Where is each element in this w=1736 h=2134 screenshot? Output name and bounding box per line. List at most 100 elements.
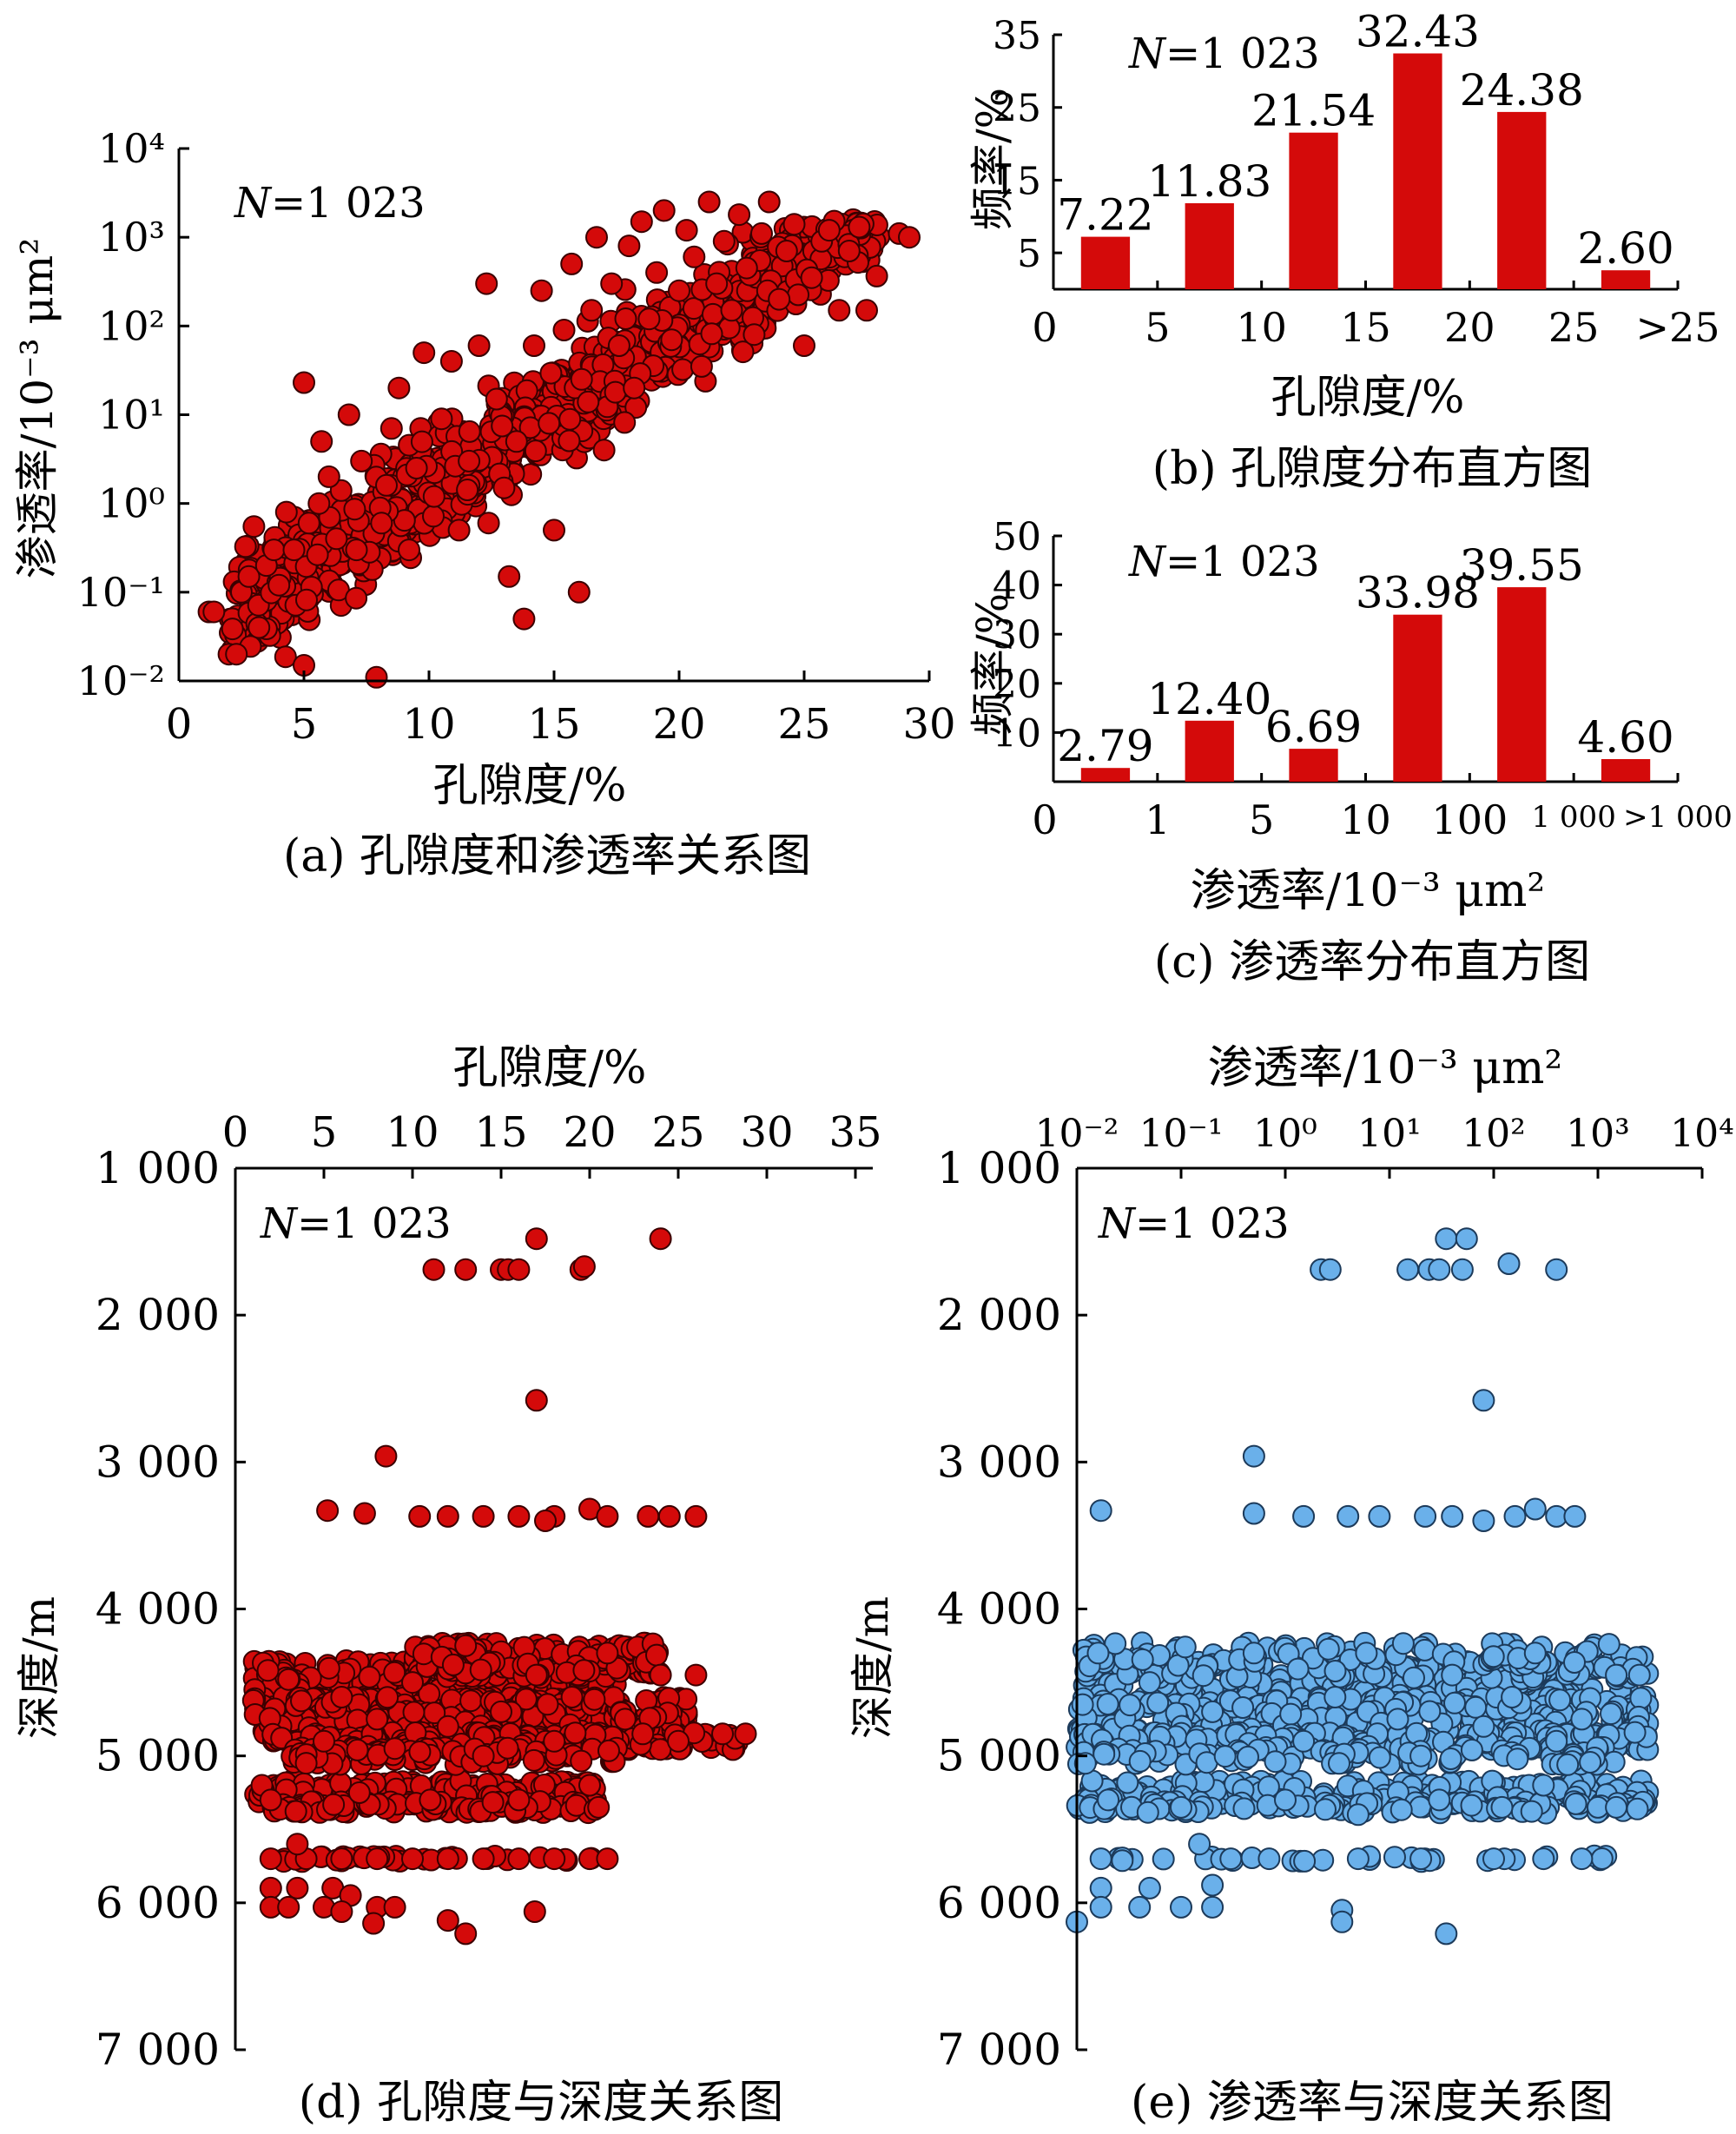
scatter-point: [262, 538, 286, 562]
scatter-point: [524, 439, 547, 463]
scatter-point: [1605, 1663, 1628, 1687]
panel-d-axes: [234, 1166, 873, 2050]
scatter-point: [1403, 1666, 1425, 1689]
bar-value-label: 24.38: [1460, 65, 1584, 116]
scatter-point: [1116, 1771, 1139, 1794]
histogram-bar: [1393, 614, 1442, 782]
scatter-point: [1293, 1849, 1317, 1873]
scatter-point: [543, 1729, 566, 1753]
x-tick-label: 35: [828, 1108, 881, 1157]
scatter-point: [374, 1444, 398, 1468]
panel-e-axes: [1075, 1166, 1702, 2050]
scatter-point: [583, 1688, 606, 1711]
scatter-point: [310, 430, 333, 453]
scatter-point: [485, 387, 508, 411]
scatter-point: [1128, 1895, 1152, 1919]
scatter-point: [570, 367, 593, 391]
scatter-point: [750, 221, 773, 245]
scatter-point: [316, 1499, 340, 1523]
y-tick-label: 7 000: [96, 2025, 220, 2075]
scatter-point: [456, 479, 479, 501]
scatter-point: [607, 334, 630, 357]
scatter-point: [293, 371, 315, 394]
scatter-point: [514, 1688, 538, 1711]
panel-c-x-axis-label: 渗透率/10⁻³ μm²: [1191, 865, 1545, 917]
scatter-point: [234, 535, 257, 558]
y-tick-label: 10: [993, 711, 1041, 756]
histogram-bar: [1080, 236, 1131, 289]
scatter-point: [1450, 1258, 1474, 1281]
scatter-point: [345, 586, 368, 610]
histogram-bar: [1497, 587, 1547, 782]
histogram-bar: [1601, 759, 1651, 782]
scatter-point: [1464, 1695, 1488, 1719]
scatter-point: [667, 1729, 690, 1753]
scatter-point: [1096, 1693, 1119, 1715]
scatter-point: [353, 1502, 376, 1525]
scatter-point: [366, 1847, 389, 1871]
scatter-point: [277, 1668, 300, 1691]
scatter-point: [256, 1659, 280, 1682]
panel-e-y-ticks: 1 000 2 000 3 000 4 000 5 000 6 000 7 000: [937, 1143, 1087, 2075]
panel-c-n-label: N=1 023: [1128, 538, 1320, 586]
bar-value-label: 21.54: [1251, 86, 1376, 136]
scatter-point: [1626, 1797, 1649, 1820]
scatter-point: [413, 341, 436, 365]
scatter-point: [346, 1738, 369, 1761]
scatter-point: [684, 1504, 708, 1528]
scatter-point: [237, 565, 261, 588]
y-tick-label: 10¹: [98, 392, 165, 439]
scatter-point: [469, 1658, 492, 1681]
y-tick-label: 4 000: [96, 1584, 220, 1635]
scatter-point: [1627, 1663, 1651, 1687]
scatter-point: [564, 1794, 588, 1817]
scatter-point: [522, 1748, 545, 1772]
x-tick-label: 10²: [1462, 1112, 1526, 1156]
y-tick-label: 1 000: [96, 1143, 220, 1193]
scatter-point: [1170, 1895, 1192, 1919]
scatter-point: [1089, 1876, 1112, 1899]
scatter-point: [668, 279, 690, 302]
panel-d-data-points: [250, 1227, 757, 1946]
panel-d-x-axis-label: 孔隙度/%: [453, 1042, 647, 1094]
scatter-point: [248, 616, 271, 639]
scatter-point: [787, 283, 810, 307]
histogram-bar: [1185, 203, 1234, 289]
scatter-point: [1523, 1497, 1547, 1521]
scatter-point: [475, 272, 498, 295]
scatter-point: [225, 643, 248, 666]
bar-value-label: 33.98: [1356, 568, 1480, 618]
scatter-point: [1520, 1800, 1543, 1823]
scatter-point: [507, 1847, 531, 1871]
x-tick-label: 1 000: [1531, 800, 1615, 835]
histogram-bar: [1080, 768, 1131, 782]
histogram-bar: [1289, 749, 1338, 782]
scatter-point: [419, 1788, 442, 1812]
scatter-point: [402, 1701, 426, 1724]
x-tick-label: 10: [1340, 796, 1391, 843]
scatter-point: [578, 1774, 601, 1797]
scatter-point: [1231, 1696, 1255, 1719]
histogram-bar: [1289, 132, 1338, 289]
panel-a-caption: (a) 孔隙度和渗透率关系图: [283, 830, 811, 882]
y-tick-label: 3 000: [937, 1437, 1061, 1487]
histogram-bar: [1497, 111, 1547, 289]
scatter-point: [614, 307, 637, 330]
scatter-point: [454, 1258, 478, 1281]
scatter-point: [649, 1663, 672, 1687]
panel-a-y-axis-label: 渗透率/10⁻³ μm²: [12, 238, 63, 579]
scatter-point: [1170, 1795, 1192, 1819]
scatter-point: [855, 299, 878, 322]
scatter-point: [430, 407, 453, 431]
scatter-point: [587, 1795, 611, 1819]
x-tick-label: 100: [1431, 796, 1508, 843]
scatter-point: [1545, 1258, 1568, 1281]
scatter-point: [684, 1663, 708, 1687]
scatter-point: [1570, 1847, 1594, 1871]
scatter-point: [422, 485, 446, 508]
panel-d-porosity-depth: 0 5 10 15 20 25 30 35 1 000 2 000 3 000 4 000 5 000…: [14, 1042, 882, 2129]
scatter-point: [330, 1847, 353, 1871]
scatter-point: [775, 240, 798, 262]
x-tick-label: 5: [1249, 796, 1274, 843]
